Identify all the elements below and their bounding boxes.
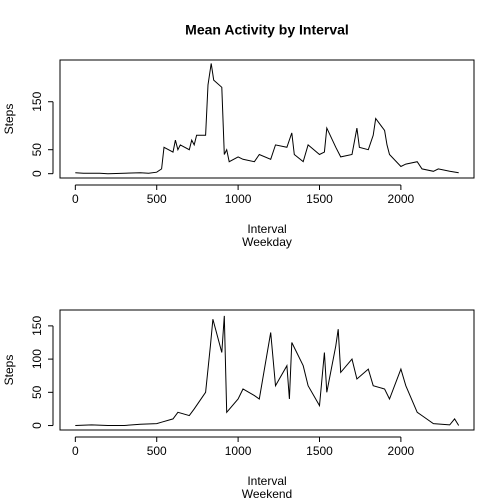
data-line (75, 63, 459, 175)
x-tick-label: 2000 (388, 444, 415, 458)
y-tick-label: 100 (30, 349, 44, 369)
y-tick-label: 0 (30, 422, 44, 429)
y-tick-label: 150 (30, 91, 44, 111)
x-tick-label: 500 (147, 192, 167, 206)
y-tick-label: 50 (30, 385, 44, 399)
data-line (75, 315, 460, 426)
x-tick-label: 1500 (306, 192, 333, 206)
x-tick-label: 0 (72, 444, 79, 458)
chart-title: Mean Activity by Interval (185, 22, 349, 38)
x-tick-label: 1000 (225, 192, 252, 206)
panel-subtitle: Weekend (242, 487, 292, 501)
x-tick-label: 500 (147, 444, 167, 458)
y-tick-label: 150 (30, 316, 44, 336)
panel-subtitle: Weekday (242, 235, 292, 249)
y-axis-label: Steps (2, 104, 16, 135)
x-tick-label: 1000 (225, 444, 252, 458)
x-tick-label: 0 (72, 192, 79, 206)
x-tick-label: 2000 (388, 192, 415, 206)
x-axis-label: Interval (247, 474, 286, 488)
plot-box (59, 59, 475, 179)
plot-box (59, 309, 475, 431)
x-axis-label: Interval (247, 222, 286, 236)
x-tick-label: 1500 (306, 444, 333, 458)
y-axis-label: Steps (2, 355, 16, 386)
y-tick-label: 0 (30, 170, 44, 177)
y-tick-label: 50 (30, 143, 44, 157)
